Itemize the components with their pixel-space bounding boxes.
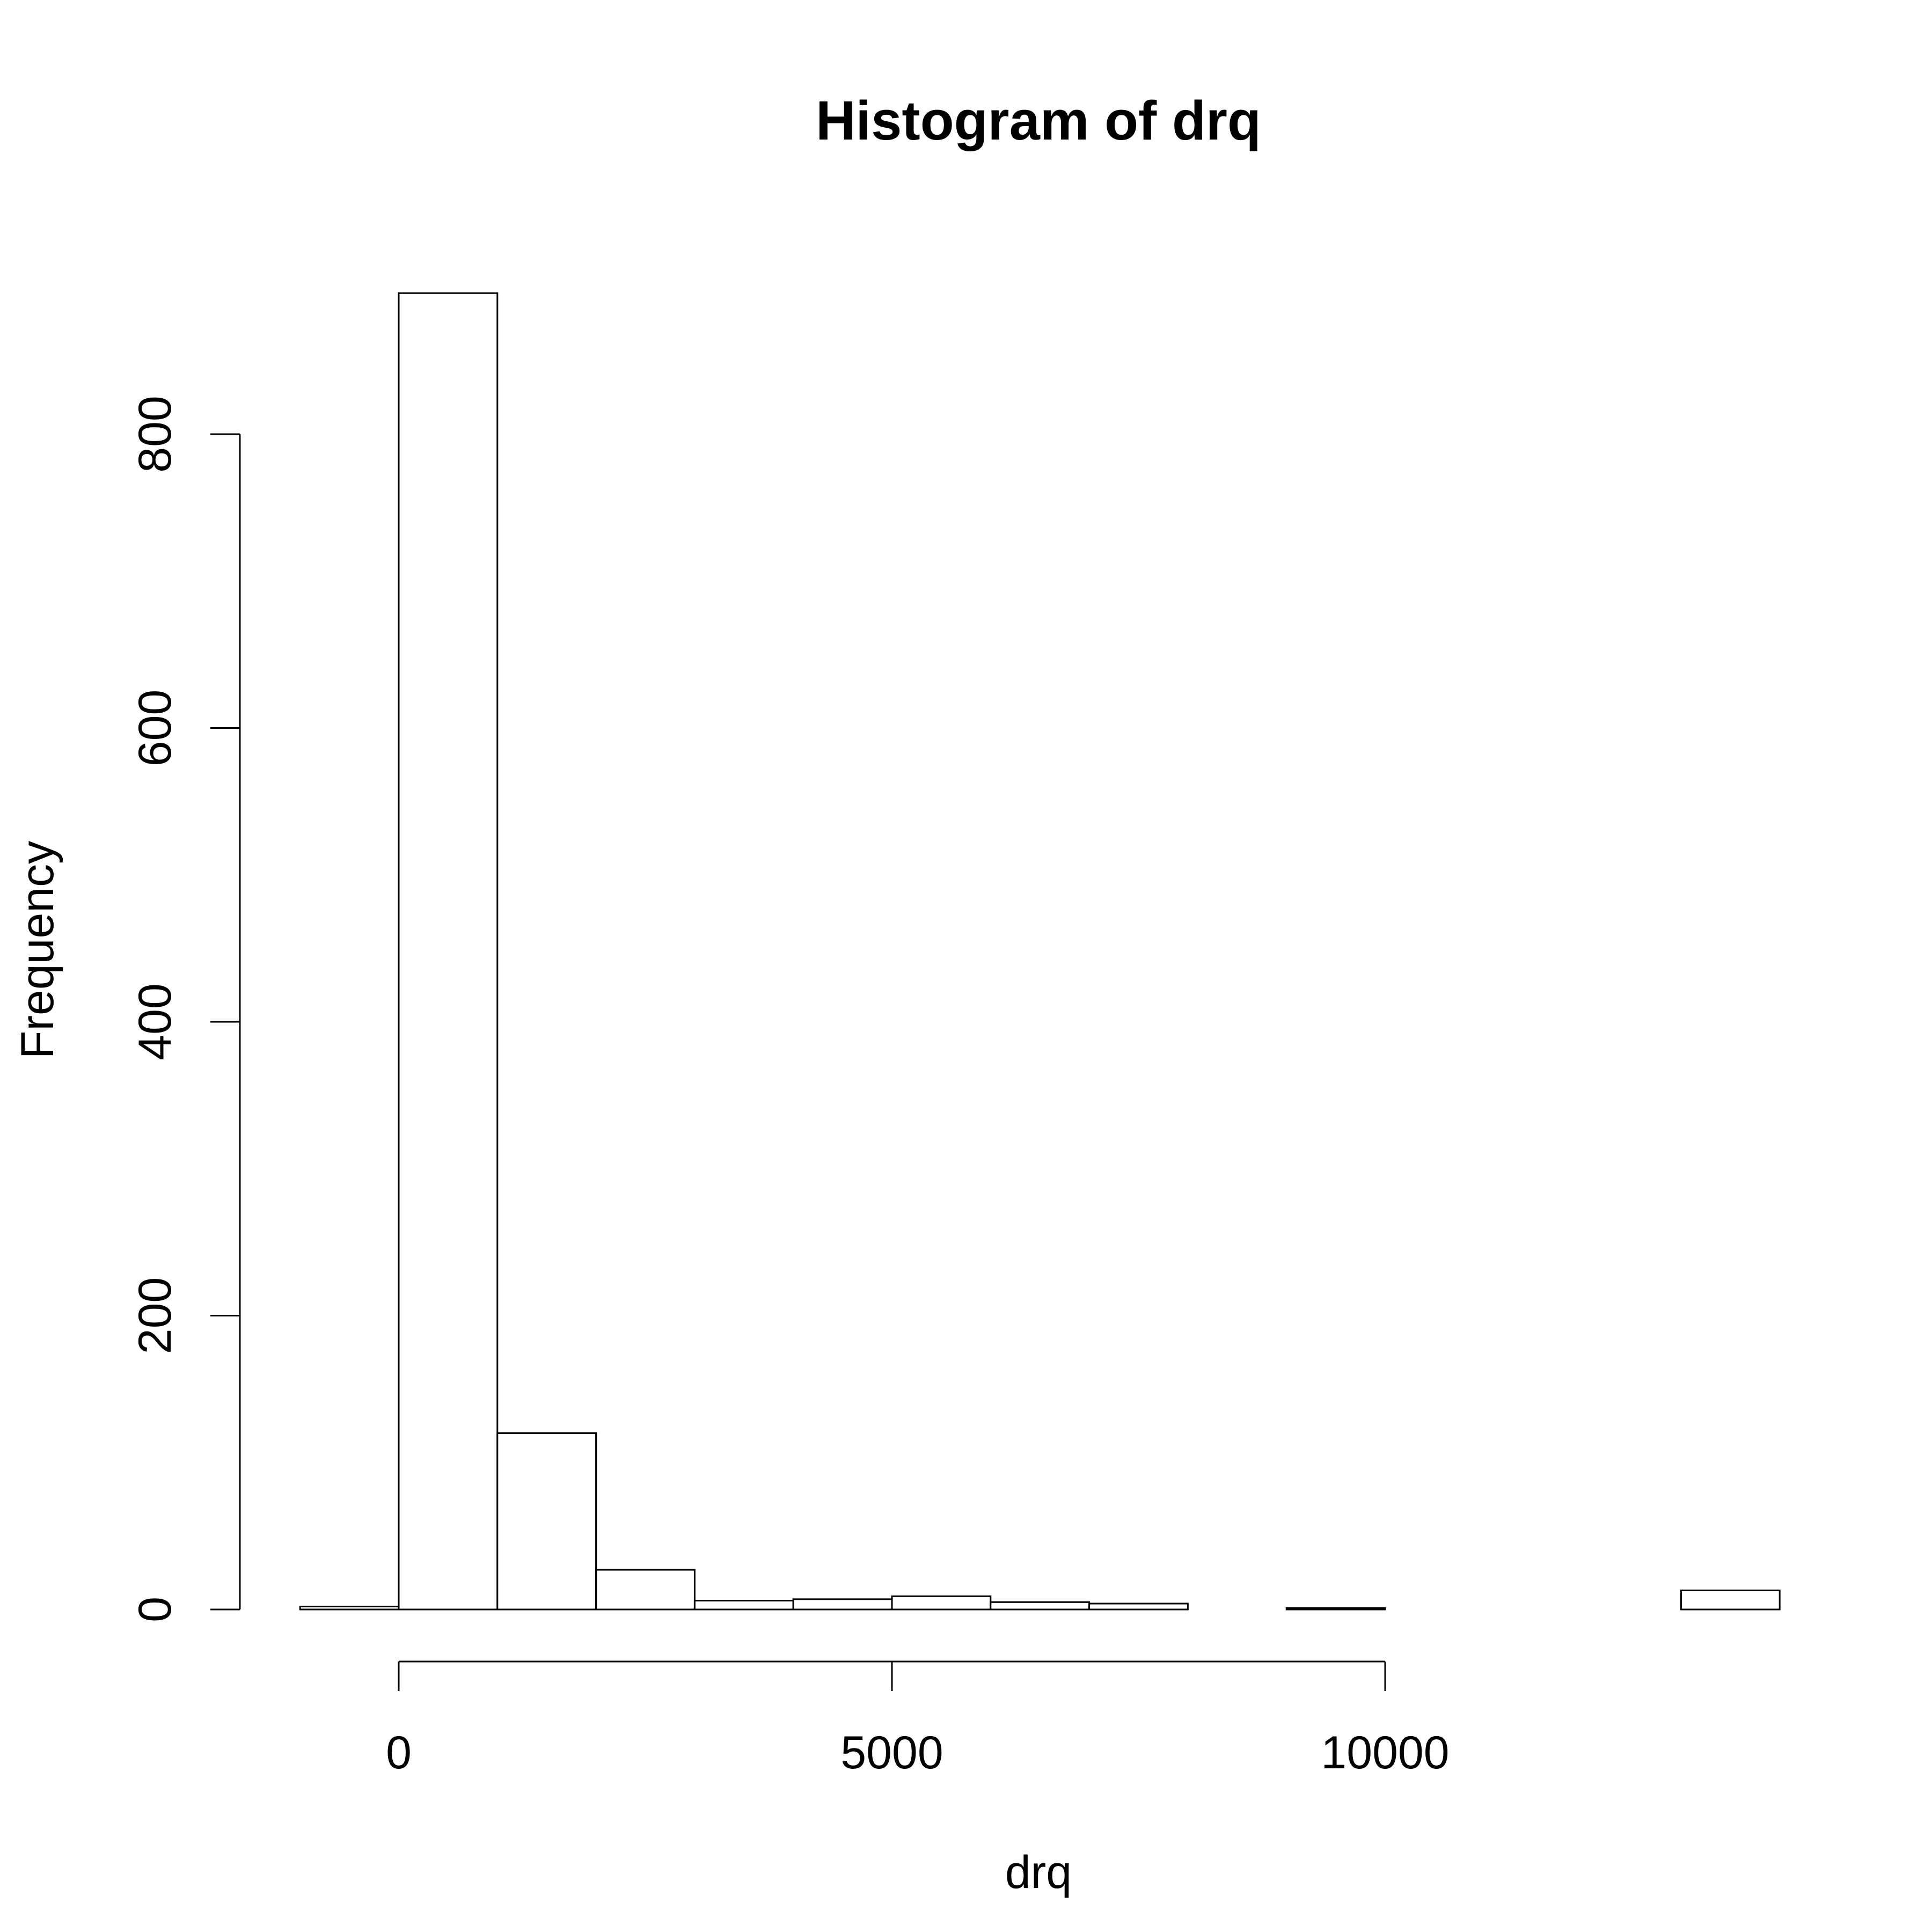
- histogram-bar: [1088, 1602, 1189, 1611]
- x-tick-label: 10000: [1321, 1727, 1449, 1779]
- histogram-bar: [299, 1606, 400, 1611]
- histogram-bar: [398, 292, 499, 1611]
- histogram-bar: [496, 1432, 597, 1611]
- histogram-bar: [1680, 1589, 1781, 1611]
- histogram-bar: [990, 1601, 1091, 1611]
- x-axis: 0 5000 10000: [386, 1660, 1450, 1779]
- x-tick-label: 0: [386, 1727, 412, 1779]
- y-tick-label: 600: [129, 690, 181, 767]
- y-tick-label: 0: [129, 1597, 181, 1622]
- x-tick-label: 5000: [840, 1727, 943, 1779]
- chart-title: Histogram of drq: [816, 90, 1261, 151]
- histogram-bar: [792, 1598, 893, 1611]
- y-tick-label: 400: [129, 983, 181, 1060]
- y-axis-label: Frequency: [12, 841, 63, 1059]
- histogram-bar: [891, 1595, 992, 1611]
- x-axis-label: drq: [1005, 1847, 1072, 1898]
- histogram-bar: [693, 1600, 794, 1611]
- histogram-bar: [1285, 1607, 1386, 1611]
- histogram-bar: [595, 1569, 696, 1611]
- y-axis: 0 200 400 600 800: [129, 396, 241, 1622]
- histogram-bars: [299, 292, 1781, 1611]
- y-tick-label: 800: [129, 396, 181, 473]
- y-tick-label: 200: [129, 1277, 181, 1355]
